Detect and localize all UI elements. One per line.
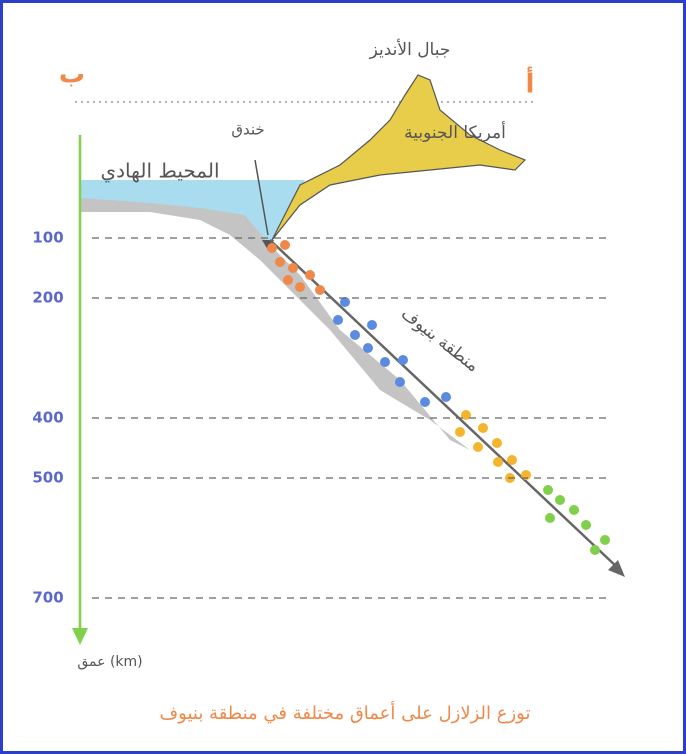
slab-line (269, 239, 619, 569)
continent-label: أمريكا الجنوبية (404, 121, 506, 143)
mountain-label: جبال الأنديز (369, 39, 451, 60)
depth-label: 100 (32, 229, 63, 247)
depth-label: 700 (32, 589, 63, 607)
trench-label: خندق (231, 121, 264, 139)
depth-label: 500 (32, 469, 63, 487)
ocean-label: المحيط الهادي (100, 159, 219, 184)
trench-arrow (254, 159, 269, 236)
slab-arrow (608, 560, 625, 577)
andes (271, 74, 527, 241)
ocean (80, 180, 305, 245)
axis-label: عمق (km) (77, 654, 142, 670)
point-label: أ (526, 67, 535, 100)
depth-label: 400 (32, 409, 63, 427)
point-label: ب (59, 60, 85, 90)
depth-ticks: 100 200 400 500 700 (32, 229, 612, 607)
quakes (267, 240, 610, 555)
caption: توزع الزلازل على أعماق مختلفة في منطقة ب… (160, 701, 531, 724)
depth-arrow (72, 628, 88, 645)
depth-label: 200 (32, 289, 63, 307)
